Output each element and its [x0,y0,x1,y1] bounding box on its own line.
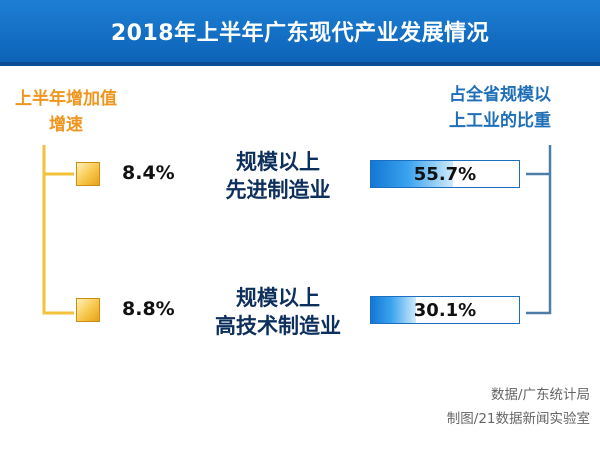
share-value: 55.7% [413,163,477,185]
right-header-line-1: 占全省规模以 [449,85,551,105]
left-header-line-1: 上半年增加值 [15,89,117,109]
row-marker-square [76,162,100,186]
industry-name-line-2: 高技术制造业 [215,314,341,338]
right-header-line-2: 上工业的比重 [449,111,551,131]
industry-name-line-2: 先进制造业 [225,178,331,202]
left-header-line-2: 增速 [49,115,83,135]
chart-title: 2018年上半年广东现代产业发展情况 [110,21,490,46]
share-bar-fill [371,297,416,323]
left-bracket [42,145,74,315]
growth-value: 8.8% [122,298,175,320]
growth-value: 8.4% [122,162,175,184]
left-column-header: 上半年增加值 增速 [10,86,122,138]
share-bar: 30.1% [370,296,520,324]
right-column-header: 占全省规模以 上工业的比重 [438,82,562,134]
share-bar-fill [371,161,454,187]
source-line-1: 数据/广东统计局 [490,387,590,403]
share-value: 30.1% [413,299,477,321]
industry-name: 规模以上 高技术制造业 [198,284,358,340]
share-bar: 55.7% [370,160,520,188]
source-note: 数据/广东统计局 制图/21数据新闻实验室 [330,383,590,431]
industry-name-line-1: 规模以上 [236,286,320,310]
industry-name-line-1: 规模以上 [236,150,320,174]
industry-name: 规模以上 先进制造业 [198,148,358,204]
source-line-2: 制图/21数据新闻实验室 [446,411,590,427]
title-bar: 2018年上半年广东现代产业发展情况 [0,0,600,66]
right-bracket [526,145,552,315]
row-marker-square [76,298,100,322]
